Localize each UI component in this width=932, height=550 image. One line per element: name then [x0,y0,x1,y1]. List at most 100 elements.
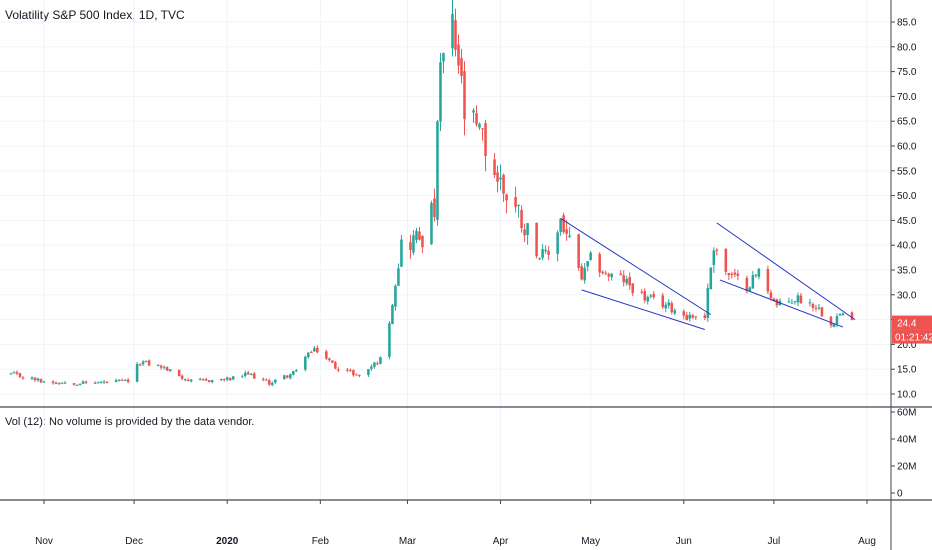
candle [436,121,439,220]
candle [219,379,223,381]
candle [168,369,172,371]
volume-pane-label: Vol (12): No volume is provided by the d… [5,416,255,428]
candle [496,172,499,182]
candle [117,379,121,381]
candle [727,273,731,276]
candle [198,378,202,380]
y-tick-label: 10.0 [897,390,917,401]
candle [60,382,64,384]
candle [814,307,818,309]
candle [391,305,394,324]
candle [484,123,487,156]
candle [123,379,127,381]
candle [625,278,628,284]
candle [745,277,749,292]
candle [694,316,698,318]
candle [93,382,97,384]
candle [643,291,647,301]
y-tick-label: 80.0 [897,42,917,53]
x-tick-label: 2020 [216,536,239,547]
candle [12,372,16,374]
candle [159,365,163,368]
candle [526,223,529,236]
candle [541,249,544,258]
candle [373,362,376,367]
candle [286,375,289,378]
x-tick-label: Dec [125,536,143,547]
candle [388,323,391,357]
candle [316,347,319,353]
candle [114,380,118,383]
candle [580,266,583,280]
candle [685,315,689,321]
candle [15,372,19,374]
candle [682,311,686,316]
volume-tick-label: 0 [897,489,903,500]
candle [838,314,842,316]
candle [451,13,454,49]
candle [457,44,460,66]
volume-tick-label: 20M [897,462,916,473]
candle [144,360,148,362]
candle [421,235,424,248]
candle [156,365,160,367]
trendline [560,217,712,316]
candle [147,360,151,366]
candle [463,71,466,120]
candle [631,283,634,294]
candle [667,302,671,306]
candle [249,374,253,376]
candle [607,273,610,277]
y-tick-label: 55.0 [897,166,917,177]
candle [418,231,421,240]
candle [400,239,403,267]
candle [225,377,229,380]
candle [757,268,761,277]
candle [415,230,418,240]
countdown-tag [892,329,932,344]
candle [78,384,82,386]
candle [670,303,674,313]
candle [252,373,256,379]
candle [328,358,331,361]
candle [796,295,800,303]
candle [207,380,211,383]
candle [628,277,631,286]
y-tick-label: 20.0 [897,340,917,351]
y-tick-label: 85.0 [897,18,917,29]
candle [397,268,400,286]
y-tick-label: 50.0 [897,191,917,202]
x-tick-label: Nov [35,536,53,547]
candle [817,307,821,309]
candle [691,315,695,318]
candle [81,381,85,384]
candle [189,379,193,382]
candle [736,273,740,276]
candle [243,372,247,377]
candle [787,301,791,303]
candle [841,313,845,316]
candle [703,315,707,319]
candle [772,298,776,301]
candle [96,382,100,384]
last-price-tag [892,315,932,330]
y-tick-label: 75.0 [897,67,917,78]
candle [835,316,839,324]
candle [138,364,142,366]
candle [394,285,397,307]
candle [562,215,565,233]
candle [261,378,265,380]
candle [568,235,571,237]
candle [547,250,550,255]
candle [475,113,478,125]
candle [649,295,653,297]
candle [180,375,184,379]
candle [240,376,244,378]
candle [30,377,34,379]
trendline [716,222,856,321]
candle [210,380,214,383]
candle [102,381,106,383]
candle [51,381,55,384]
